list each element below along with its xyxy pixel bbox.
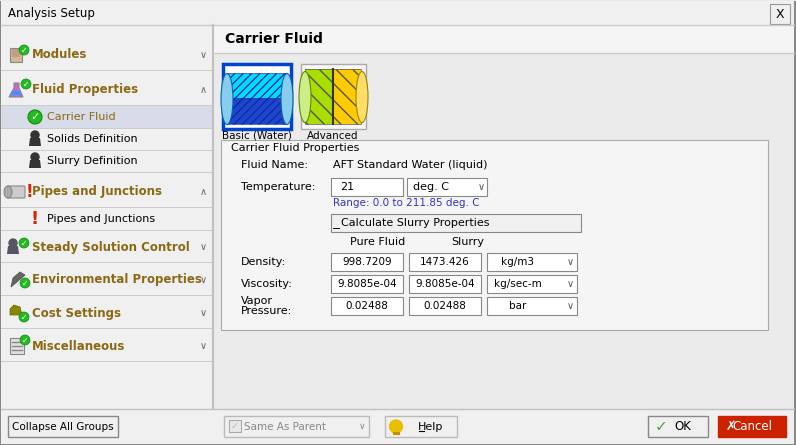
FancyBboxPatch shape (8, 416, 118, 437)
Text: Miscellaneous: Miscellaneous (32, 340, 126, 352)
Bar (227, 74, 287, 99)
Text: Temperature:: Temperature: (241, 182, 315, 192)
FancyBboxPatch shape (409, 253, 481, 271)
FancyBboxPatch shape (385, 416, 457, 437)
Ellipse shape (221, 73, 233, 125)
Circle shape (19, 45, 29, 55)
Text: ✓: ✓ (21, 239, 27, 247)
Text: 0.02488: 0.02488 (423, 301, 466, 311)
Ellipse shape (281, 73, 293, 125)
FancyBboxPatch shape (301, 64, 366, 129)
Text: Cancel: Cancel (732, 420, 772, 433)
Text: Pressure:: Pressure: (241, 306, 292, 316)
Text: Vapor: Vapor (241, 296, 273, 306)
Polygon shape (9, 83, 23, 97)
Ellipse shape (4, 186, 12, 198)
Text: ∨: ∨ (200, 242, 207, 252)
Bar (1, 26, 213, 409)
Text: kg/m3: kg/m3 (501, 257, 534, 267)
FancyBboxPatch shape (487, 275, 577, 293)
Text: ∨: ∨ (200, 308, 207, 318)
Text: ∧: ∧ (200, 85, 207, 95)
Text: ∨: ∨ (200, 275, 207, 285)
Circle shape (20, 278, 30, 288)
Text: ∨: ∨ (567, 257, 574, 267)
Circle shape (19, 238, 29, 248)
Text: Pipes and Junctions: Pipes and Junctions (47, 214, 155, 224)
Text: 21: 21 (340, 182, 354, 192)
Text: ∨: ∨ (200, 341, 207, 351)
FancyBboxPatch shape (407, 178, 487, 196)
FancyBboxPatch shape (409, 275, 481, 293)
Circle shape (9, 239, 17, 247)
Text: Cost Settings: Cost Settings (32, 307, 121, 320)
Text: ∨: ∨ (567, 301, 574, 311)
Bar (333, 69, 361, 124)
Text: Collapse All Groups: Collapse All Groups (12, 421, 114, 432)
Text: X: X (775, 8, 784, 20)
Text: ✓: ✓ (231, 421, 239, 431)
Text: OK: OK (674, 420, 692, 433)
Text: ∨: ∨ (359, 422, 365, 431)
Bar (10, 338, 24, 354)
Text: Density:: Density: (241, 257, 287, 267)
FancyBboxPatch shape (487, 253, 577, 271)
Bar (12, 49, 20, 57)
FancyBboxPatch shape (223, 64, 291, 129)
Text: AFT Standard Water (liquid): AFT Standard Water (liquid) (333, 160, 487, 170)
Bar (1, 106, 212, 128)
Text: ✓: ✓ (21, 45, 27, 54)
Text: 9.8085e-04: 9.8085e-04 (338, 279, 397, 289)
Polygon shape (29, 160, 41, 168)
Text: !: ! (31, 210, 39, 228)
FancyBboxPatch shape (7, 186, 25, 198)
Text: Fluid Name:: Fluid Name: (241, 160, 308, 170)
Polygon shape (7, 246, 19, 254)
Text: Carrier Fluid Properties: Carrier Fluid Properties (231, 143, 359, 153)
Text: 0.02488: 0.02488 (345, 301, 388, 311)
FancyBboxPatch shape (409, 297, 481, 315)
Ellipse shape (299, 72, 311, 122)
Bar (305, 69, 333, 124)
FancyBboxPatch shape (770, 4, 790, 24)
Text: ∨: ∨ (200, 50, 207, 60)
Text: ✓: ✓ (30, 112, 40, 122)
Text: Environmental Properties: Environmental Properties (32, 274, 202, 287)
Text: ✓: ✓ (654, 419, 667, 434)
Text: 9.8085e-04: 9.8085e-04 (416, 279, 474, 289)
Text: ✓: ✓ (23, 80, 29, 89)
Bar (333, 69, 361, 124)
Text: Modules: Modules (32, 49, 88, 61)
Bar (227, 73, 287, 124)
Text: !: ! (25, 183, 33, 201)
FancyBboxPatch shape (331, 253, 403, 271)
Text: Range: 0.0 to 211.85 deg. C: Range: 0.0 to 211.85 deg. C (333, 198, 479, 208)
Polygon shape (11, 272, 25, 287)
Text: deg. C: deg. C (413, 182, 449, 192)
Text: ✓: ✓ (21, 336, 28, 344)
Bar (1, 410, 794, 444)
FancyBboxPatch shape (331, 214, 581, 232)
Polygon shape (10, 91, 22, 95)
FancyBboxPatch shape (331, 297, 403, 315)
Text: Pure Fluid: Pure Fluid (350, 237, 406, 247)
Bar (10, 48, 22, 62)
Circle shape (28, 110, 42, 124)
Text: Basic (Water): Basic (Water) (222, 131, 292, 141)
Text: Analysis Setup: Analysis Setup (8, 7, 95, 20)
Circle shape (19, 312, 29, 322)
Text: Slurry Definition: Slurry Definition (47, 156, 138, 166)
Ellipse shape (356, 72, 368, 122)
Circle shape (20, 335, 30, 345)
FancyBboxPatch shape (224, 416, 369, 437)
Text: ∨: ∨ (478, 182, 485, 192)
Text: Calculate Slurry Properties: Calculate Slurry Properties (341, 218, 490, 228)
Polygon shape (10, 305, 22, 315)
Circle shape (31, 153, 39, 161)
Text: Carrier Fluid: Carrier Fluid (225, 32, 323, 46)
Circle shape (21, 79, 31, 89)
Text: Fluid Properties: Fluid Properties (32, 84, 139, 97)
FancyBboxPatch shape (487, 297, 577, 315)
Text: Steady Solution Control: Steady Solution Control (32, 240, 189, 254)
